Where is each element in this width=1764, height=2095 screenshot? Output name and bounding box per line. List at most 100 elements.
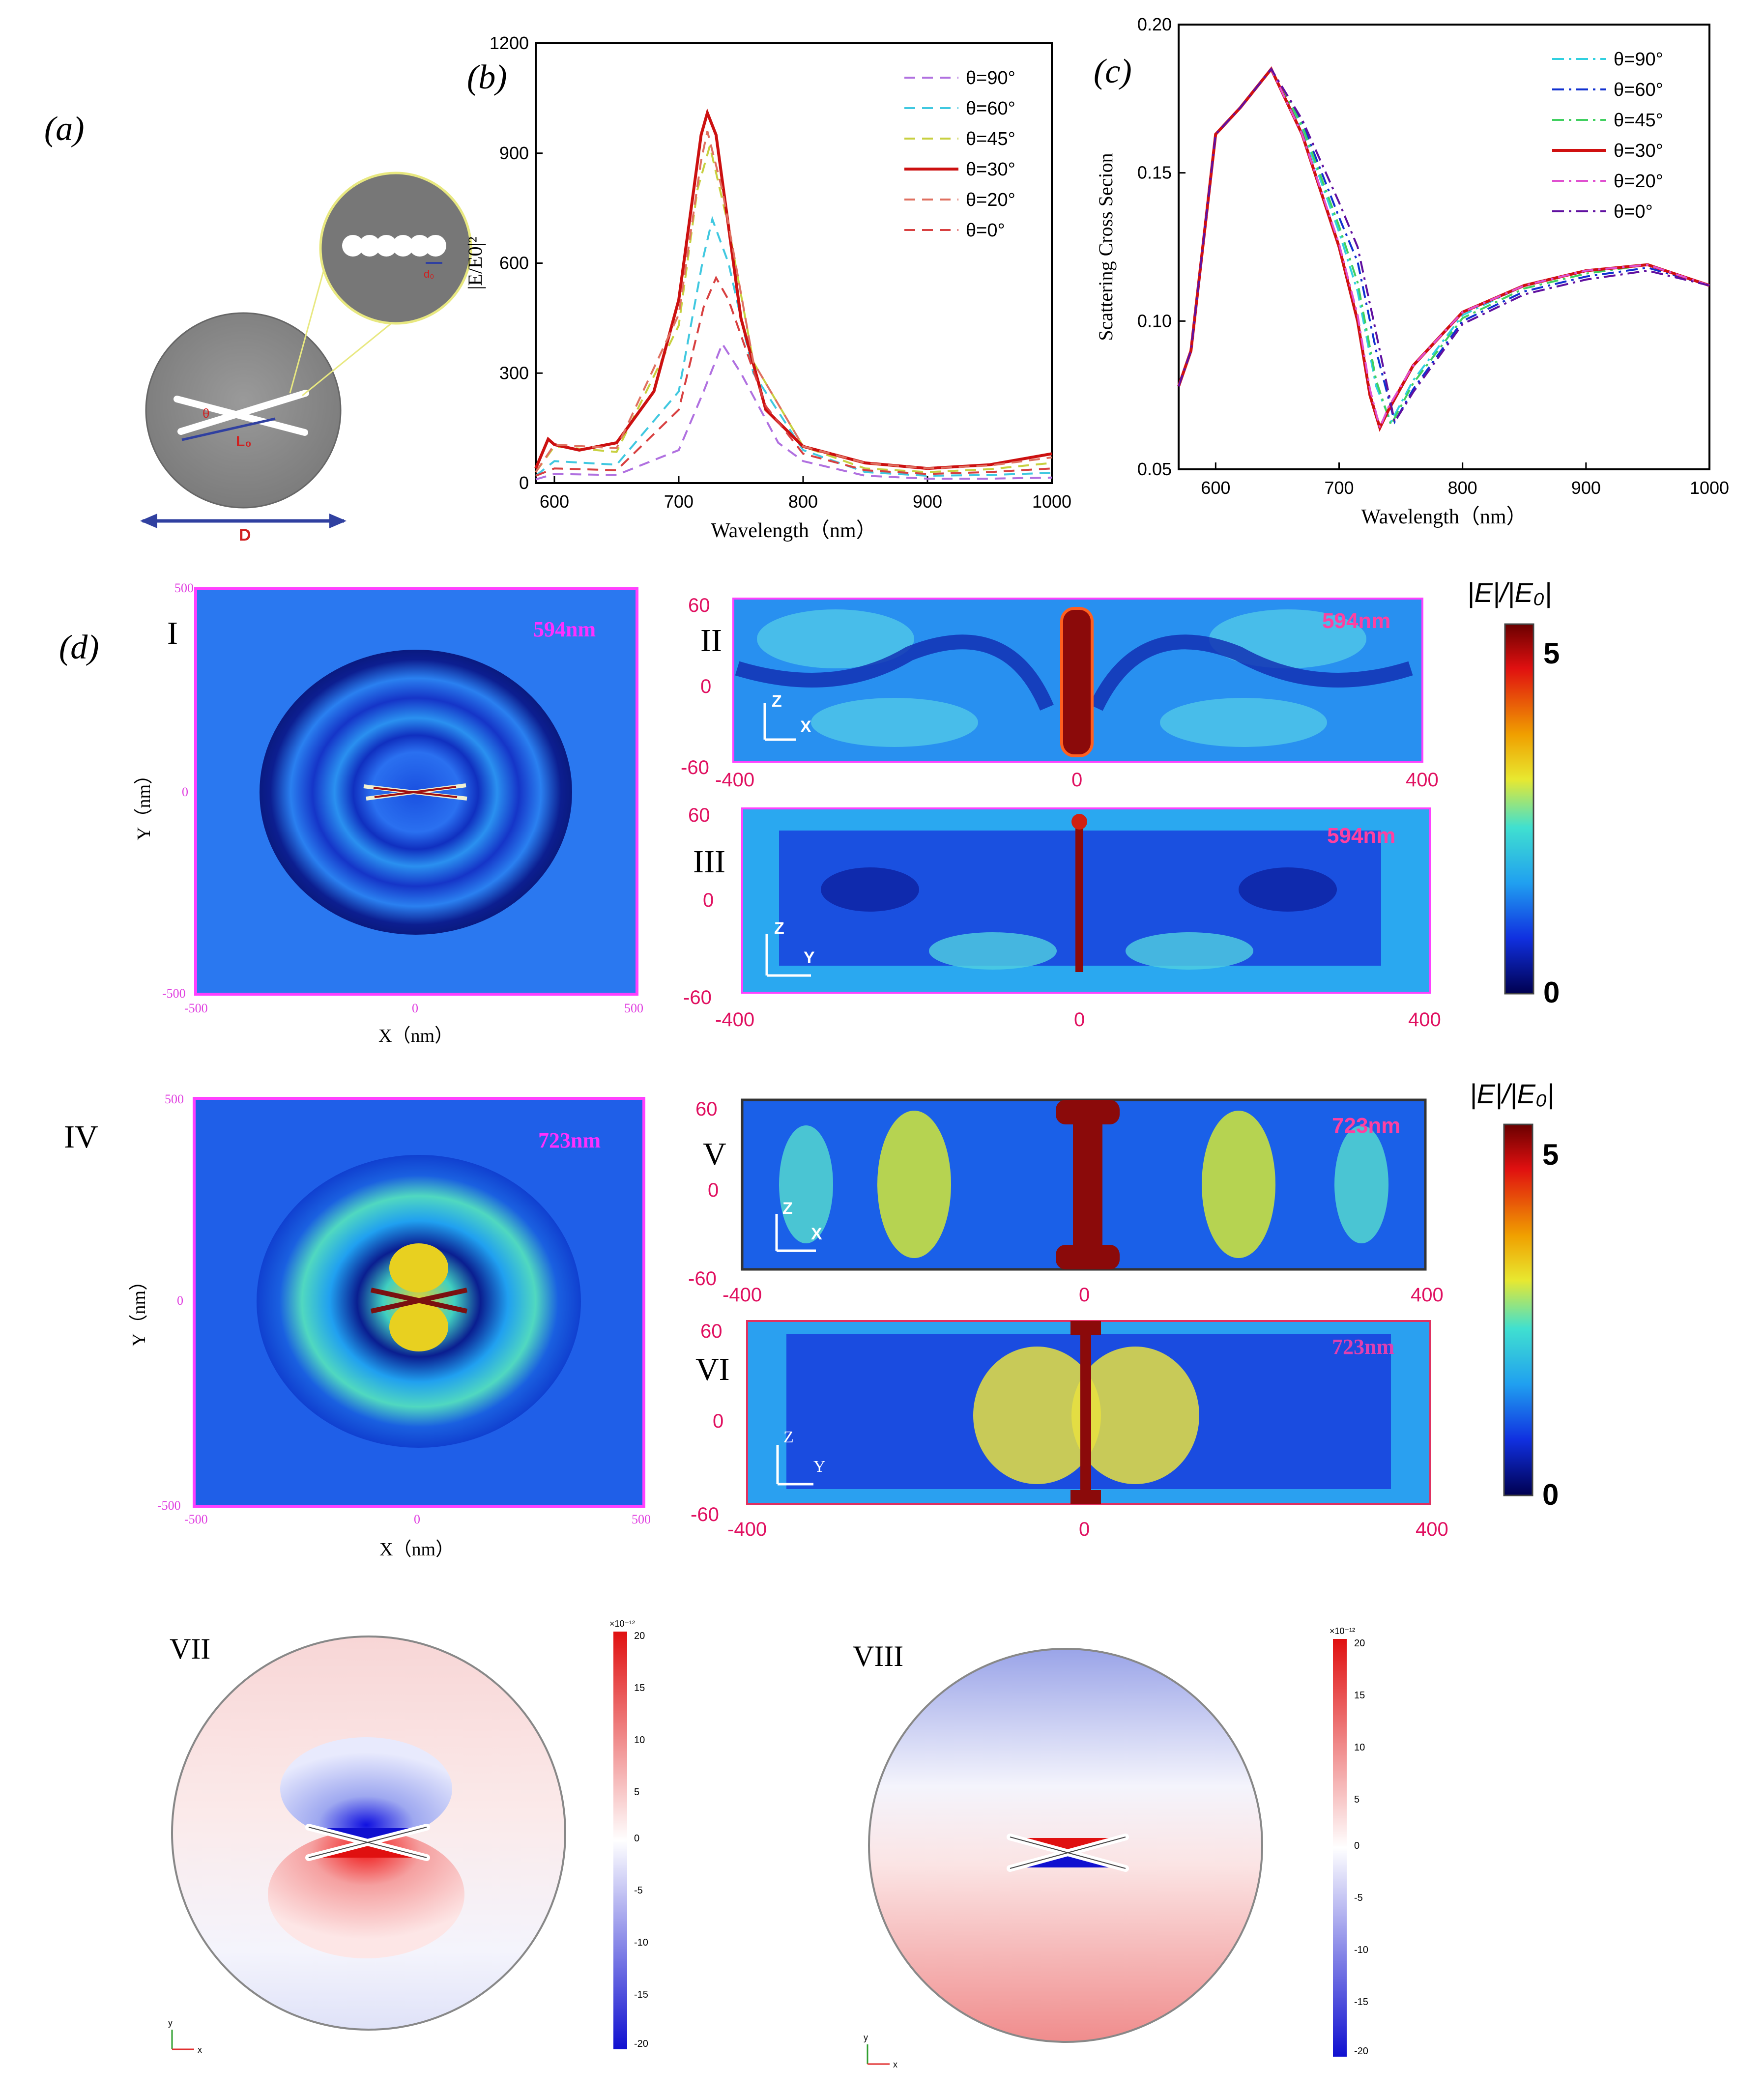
x-tick-label: 700 — [1324, 478, 1354, 498]
svg-text:-15: -15 — [1354, 1997, 1368, 2008]
svg-text:0: 0 — [414, 1512, 420, 1526]
series-line — [535, 131, 1052, 473]
legend-label: θ=20° — [1614, 171, 1663, 192]
svg-text:-500: -500 — [184, 1001, 208, 1015]
svg-text:5: 5 — [1543, 637, 1560, 670]
svg-text:5: 5 — [1354, 1794, 1359, 1805]
svg-text:5: 5 — [634, 1787, 639, 1798]
legend-label: θ=30° — [1614, 141, 1663, 161]
svg-text:Z: Z — [774, 919, 784, 938]
svg-text:×10⁻¹²: ×10⁻¹² — [609, 1619, 635, 1629]
svg-text:0: 0 — [1354, 1840, 1359, 1851]
panel-label-III: III — [693, 844, 725, 880]
panel-label-VIII: VIII — [853, 1640, 903, 1672]
svg-text:-400: -400 — [723, 1284, 762, 1306]
y-axis-label: |E/E0|² — [464, 237, 486, 290]
svg-text:y: y — [864, 2033, 868, 2042]
chart-b: 600 700 800 900 1000 0 300 600 900 1200 Wavelength… — [464, 33, 1071, 542]
svg-text:-20: -20 — [1354, 2046, 1368, 2057]
svg-text:0: 0 — [713, 1410, 723, 1432]
y-tick-label: 0 — [519, 473, 529, 493]
y-tick-label: 600 — [499, 253, 529, 273]
panel-d: (d) I 594nm 500 0 -500 -500 0 500 X（nm） … — [59, 577, 1560, 1046]
colorbar-title-2: |E|/|E₀| — [1470, 1078, 1554, 1110]
svg-text:-5: -5 — [634, 1885, 643, 1896]
svg-text:20: 20 — [634, 1631, 645, 1641]
x-axis-label-IV: X（nm） — [379, 1539, 454, 1560]
panel-label-I: I — [167, 615, 178, 651]
svg-text:-500: -500 — [157, 1498, 181, 1513]
svg-text:15: 15 — [1354, 1690, 1365, 1701]
y-axis-label-IV: Y（nm） — [129, 1272, 149, 1347]
legend-label: θ=0° — [966, 220, 1005, 241]
x-axis-label-I: X（nm） — [378, 1026, 453, 1046]
panel-label-a: (a) — [44, 110, 85, 148]
svg-text:0: 0 — [182, 785, 188, 799]
svg-text:500: 500 — [632, 1512, 651, 1526]
y-tick-label: 0.15 — [1137, 163, 1172, 183]
svg-text:0: 0 — [1543, 976, 1560, 1009]
legend-label: θ=30° — [966, 159, 1015, 180]
svg-text:400: 400 — [1406, 769, 1439, 791]
legend-label: θ=0° — [1614, 201, 1653, 222]
svg-text:-10: -10 — [1354, 1945, 1368, 1955]
y-axis-label: Scattering Cross Secion — [1095, 153, 1117, 341]
svg-text:×10⁻¹²: ×10⁻¹² — [1330, 1626, 1355, 1636]
x-tick-label: 800 — [788, 491, 818, 512]
x-tick-label: 600 — [540, 491, 569, 512]
panel-c: (c) 600 700 800 900 1000 0.05 0.10 0.15 0.20 Wave… — [1094, 14, 1729, 528]
field-map-I: 594nm 500 0 -500 -500 0 500 X（nm） Y（nm） — [134, 581, 643, 1046]
panel-label-V: V — [703, 1136, 726, 1172]
rod-length-label: L₀ — [236, 433, 252, 450]
svg-text:x: x — [198, 2045, 202, 2055]
wavelength-label-III: 594nm — [1327, 824, 1395, 848]
svg-text:Z: Z — [783, 1428, 794, 1446]
wavelength-label-II: 594nm — [1322, 609, 1390, 633]
x-tick-label: 1000 — [1032, 491, 1071, 512]
svg-text:Z: Z — [772, 692, 782, 711]
svg-text:X: X — [800, 717, 811, 736]
svg-text:Y: Y — [813, 1458, 826, 1476]
charge-map-VII: VII ×10⁻¹² 20 15 10 5 0 -5 -10 -15 -20 y… — [168, 1619, 648, 2055]
panel-d-row2: IV 723nm 500 0 -500 -500 0 500 X（nm） Y（n… — [64, 1078, 1559, 1560]
charge-map-VIII: VIII ×10⁻¹² 20 15 10 5 0 -5 -10 -15 -20 … — [853, 1626, 1368, 2069]
svg-text:x: x — [893, 2060, 897, 2069]
nanosphere-chain — [342, 235, 446, 257]
legend-label: θ=20° — [966, 190, 1015, 210]
series-line — [1178, 67, 1710, 431]
svg-text:0: 0 — [1074, 1009, 1085, 1031]
field-map-IV: 723nm 500 0 -500 -500 0 500 X（nm） Y（nm） — [129, 1092, 651, 1560]
svg-text:500: 500 — [165, 1092, 184, 1106]
svg-text:0: 0 — [412, 1001, 418, 1015]
svg-text:-400: -400 — [715, 769, 754, 791]
wavelength-label-VI: 723nm — [1332, 1335, 1394, 1359]
svg-text:y: y — [168, 2018, 173, 2028]
svg-text:10: 10 — [634, 1735, 645, 1746]
legend-label: θ=45° — [966, 129, 1015, 149]
diameter-label: d₀ — [424, 268, 434, 280]
panel-label-b: (b) — [467, 58, 507, 96]
svg-text:60: 60 — [695, 1098, 718, 1120]
colorbar-2: |E|/|E₀| 5 0 — [1470, 1078, 1559, 1511]
legend-label: θ=60° — [1614, 80, 1663, 100]
field-map-II: II 594nm 60 0 -60 -400 0 400 Z X — [681, 595, 1439, 791]
svg-text:X: X — [811, 1225, 822, 1243]
svg-text:0: 0 — [1079, 1284, 1090, 1306]
svg-text:-20: -20 — [634, 2038, 648, 2049]
x-axis-label: Wavelength（nm） — [711, 519, 876, 542]
rod-2 — [177, 390, 309, 435]
svg-text:5: 5 — [1542, 1138, 1559, 1171]
panel-label-IV: IV — [64, 1119, 98, 1155]
svg-text:60: 60 — [688, 595, 710, 616]
svg-text:-500: -500 — [184, 1512, 208, 1526]
panel-label-VII: VII — [170, 1633, 210, 1665]
svg-text:0: 0 — [708, 1179, 719, 1201]
plot-frame — [1178, 24, 1710, 470]
svg-text:-400: -400 — [715, 1009, 754, 1031]
x-tick-label: 800 — [1448, 478, 1477, 498]
svg-text:0: 0 — [1079, 1519, 1090, 1540]
svg-text:0: 0 — [1071, 769, 1082, 791]
field-map-III: III 594nm 60 0 -60 -400 0 400 Z Y — [683, 804, 1441, 1031]
svg-text:-60: -60 — [683, 987, 712, 1008]
x-tick-label: 900 — [1571, 478, 1601, 498]
